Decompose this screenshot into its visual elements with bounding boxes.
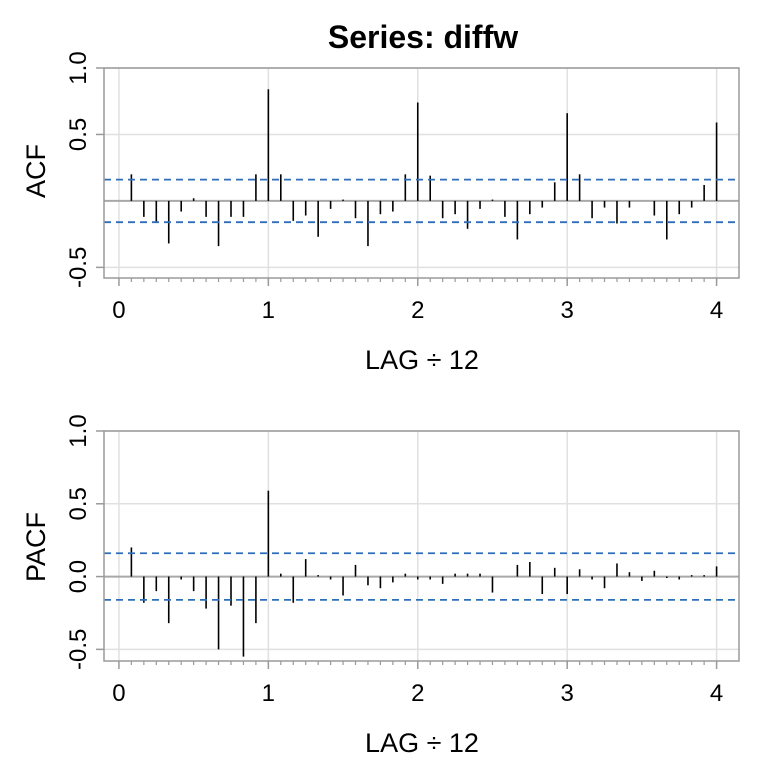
pacf-confidence-bounds: [104, 552, 739, 601]
y-tick-label: 0.5: [65, 118, 92, 151]
x-tick-label: 0: [112, 297, 125, 324]
x-tick-label: 3: [560, 297, 573, 324]
y-tick-label: 1.0: [65, 51, 92, 84]
pacf-y-axis: -0.5 0.0 0.5 1.0: [65, 414, 104, 670]
pacf-x-label: LAG ÷ 12: [365, 728, 479, 758]
acf-plot-box: [103, 67, 740, 279]
acf-x-axis: 0 1 2 3 4: [112, 278, 723, 324]
acf-y-label: ACF: [21, 144, 51, 198]
x-tick-label: 2: [411, 680, 424, 707]
x-tick-label: 0: [112, 680, 125, 707]
x-tick-label: 1: [262, 680, 275, 707]
y-tick-label: 0.0: [65, 560, 92, 593]
pacf-x-axis: 0 1 2 3 4: [112, 661, 723, 707]
acf-bars: [130, 89, 718, 247]
acf-y-axis: -0.5 0.5 1.0: [65, 51, 104, 288]
x-tick-label: 1: [262, 297, 275, 324]
pacf-y-label: PACF: [21, 512, 51, 582]
acf-x-label: LAG ÷ 12: [365, 345, 479, 375]
pacf-panel: 0 1 2 3 4 -0.5 0.0 0.5 1.0 PACF LAG ÷ 12: [21, 414, 740, 758]
y-tick-label: -0.5: [65, 629, 92, 670]
pacf-grid: [104, 430, 739, 661]
acf-panel: 0 1 2 3 4 -0.5 0.5 1.0 ACF LAG ÷ 12: [21, 51, 740, 375]
chart-title: Series: diffw: [328, 19, 518, 55]
pacf-plot-box: [103, 430, 740, 662]
y-tick-label: 0.5: [65, 487, 92, 520]
y-tick-label: -0.5: [65, 247, 92, 288]
x-tick-label: 4: [710, 297, 723, 324]
acf-grid: [104, 67, 739, 278]
pacf-bars: [130, 490, 718, 657]
acf-confidence-bounds: [104, 178, 739, 224]
x-tick-label: 3: [560, 680, 573, 707]
x-tick-label: 2: [411, 297, 424, 324]
y-tick-label: 1.0: [65, 414, 92, 447]
x-tick-label: 4: [710, 680, 723, 707]
